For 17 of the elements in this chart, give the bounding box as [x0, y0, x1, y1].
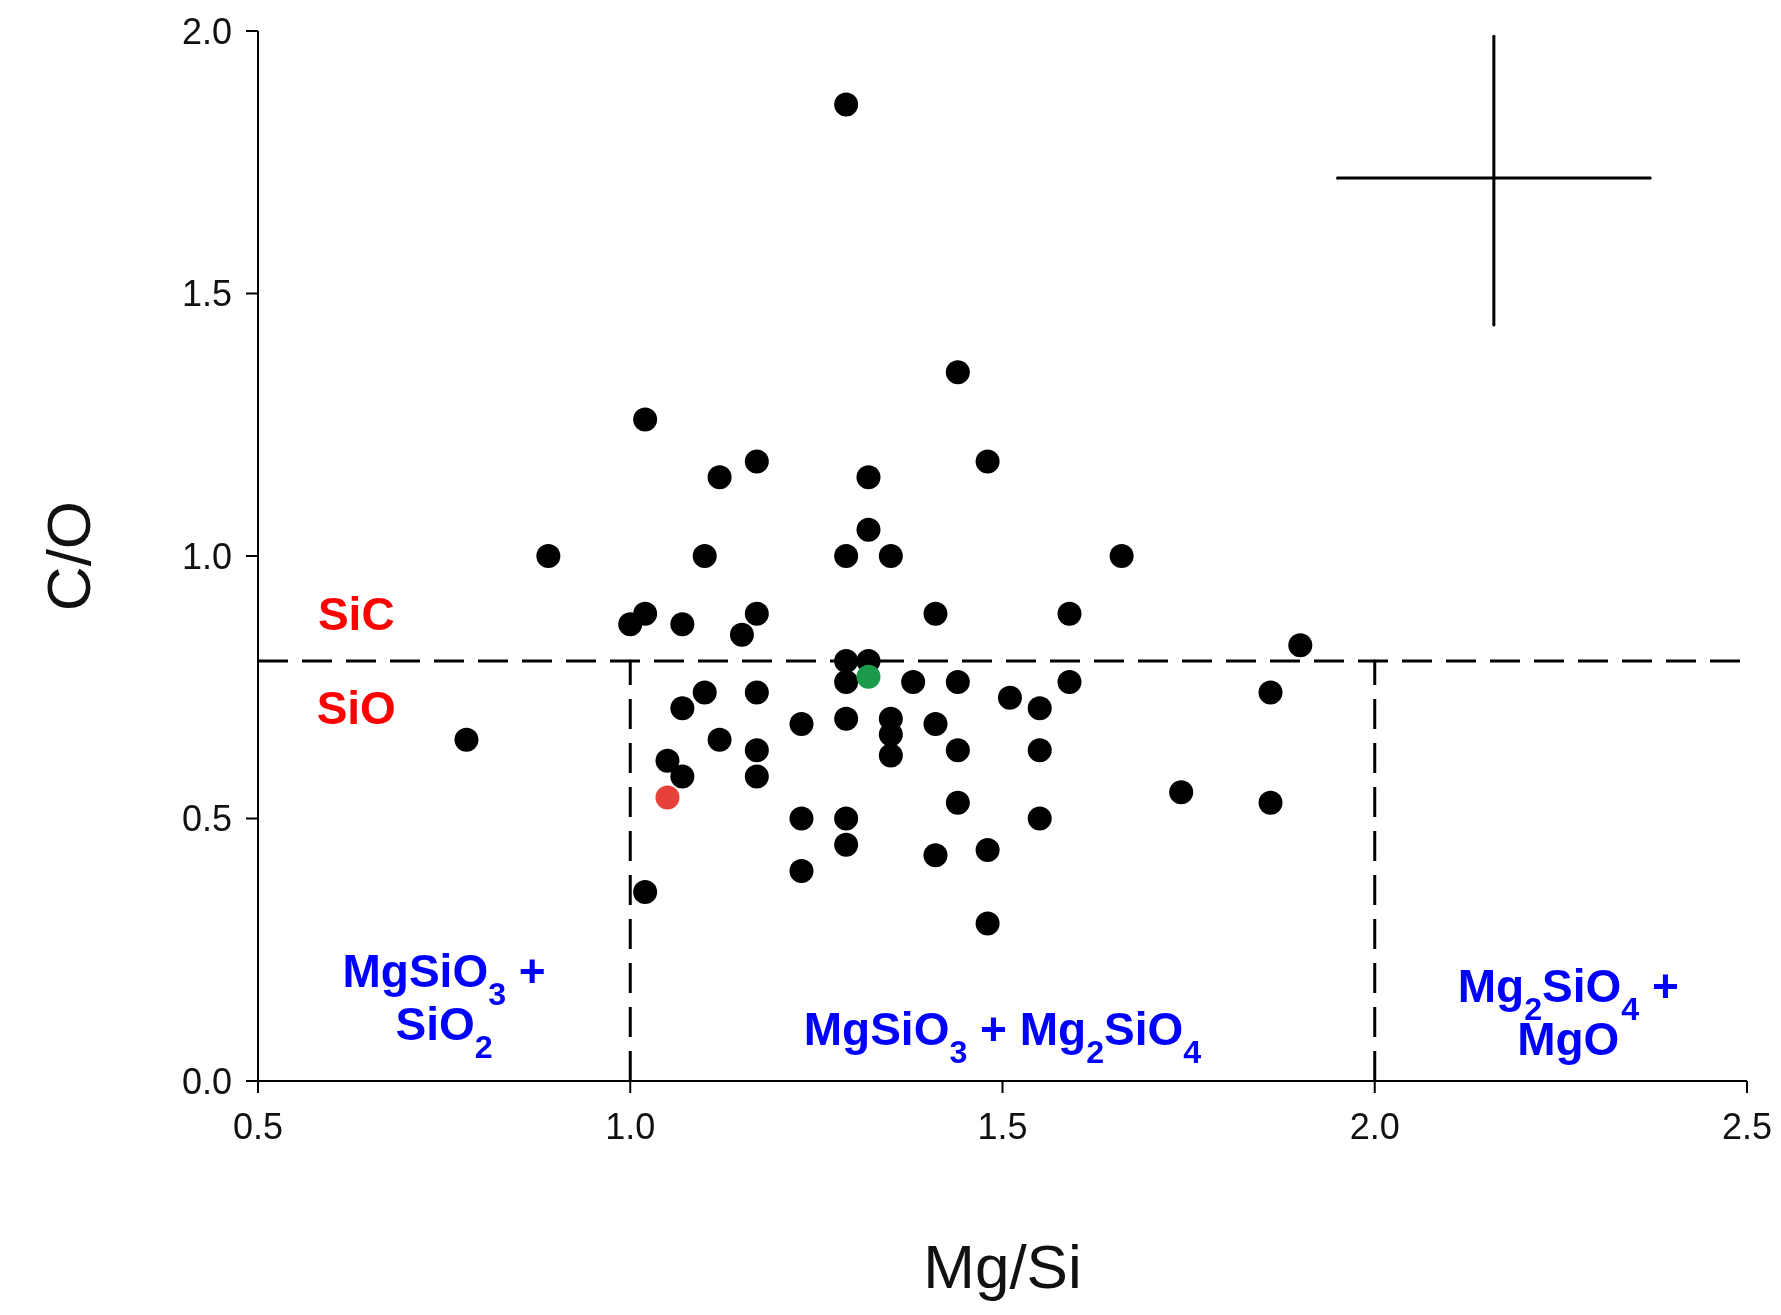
x-tick-label: 0.5 [232, 1105, 284, 1147]
annotation: Mg$_{2}$SiO$_{4}$ + MgO [1457, 960, 1679, 1066]
y-axis-title: C/O [34, 500, 104, 612]
annotation: MgSiO$_{3}$ + Mg$_{2}$SiO$_{4}$ [803, 1002, 1202, 1070]
y-tick-label: 0.5 [181, 798, 232, 840]
x-axis-title: Mg/Si [923, 1232, 1082, 1301]
annotation: SiC [317, 587, 395, 640]
annotation: MgSiO$_{3}$ + SiO$_{2}$ [342, 944, 546, 1065]
y-tick-label: 0.0 [181, 1060, 232, 1102]
y-tick-label: 1.5 [181, 273, 232, 315]
x-tick-label: 1.0 [605, 1105, 656, 1147]
x-tick-label: 2.5 [1721, 1105, 1773, 1147]
y-tick-label: 2.0 [181, 10, 232, 52]
x-tick-label: 2.0 [1349, 1105, 1400, 1147]
y-tick-label: 1.0 [181, 535, 232, 577]
annotation: SiO [316, 682, 396, 735]
x-tick-label: 1.5 [977, 1105, 1028, 1147]
